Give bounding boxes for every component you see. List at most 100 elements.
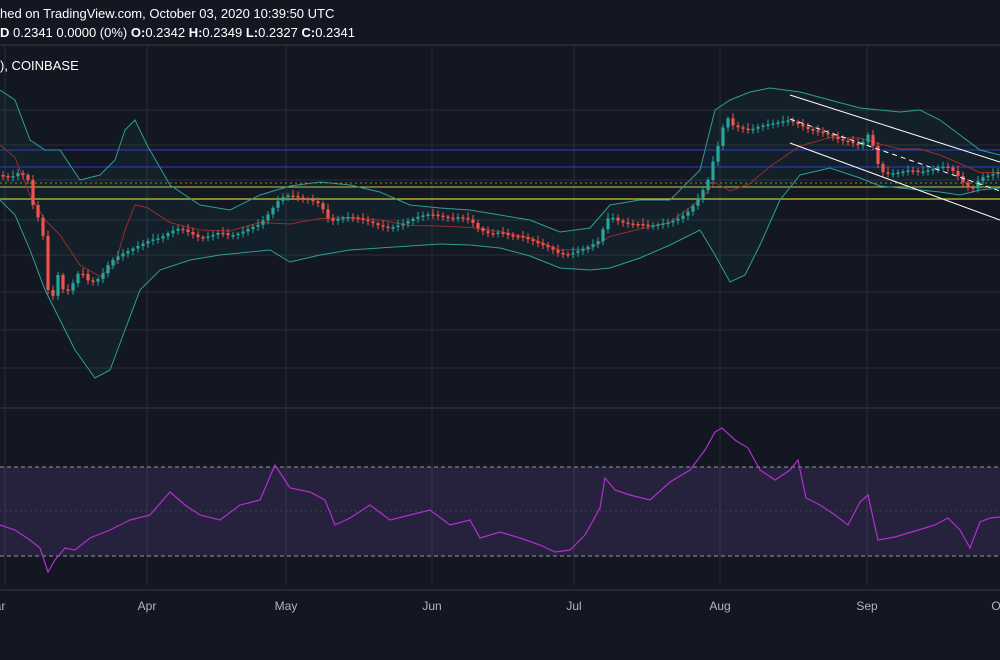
candle-body [416,216,420,219]
candle-body [241,231,245,234]
candle-body [456,217,460,219]
candle-body [626,222,630,225]
candle-body [411,218,415,221]
open-label: O: [130,25,146,40]
candle-body [546,245,550,248]
candle-body [236,233,240,236]
candle-body [706,180,710,190]
candle-body [16,173,20,177]
candle-body [466,217,470,220]
candle-body [446,216,450,219]
candle-body [771,123,775,125]
price-change: 0.0000 (0%) [56,25,128,40]
candle-body [231,235,235,237]
candle-body [356,217,360,220]
candle-body [956,171,960,176]
candle-body [566,254,570,256]
candle-body [811,129,815,131]
candle-body [101,273,105,279]
candle-body [281,197,285,201]
candle-body [161,236,165,239]
candle-body [191,232,195,235]
candle-body [386,226,390,229]
candle-body [931,168,935,171]
candle-body [521,236,525,238]
candle-body [886,172,890,174]
candle-body [631,223,635,226]
candle-body [126,251,130,254]
candle-body [776,122,780,124]
candle-body [66,289,70,291]
published-line: hed on TradingView.com, October 03, 2020… [0,6,335,21]
candle-body [621,220,625,223]
candle-body [696,198,700,206]
candle-body [116,256,120,260]
candle-body [611,217,615,220]
high-label: H: [188,25,203,40]
candle-body [991,174,995,176]
candle-body [371,221,375,224]
candle-body [286,195,290,198]
candle-body [846,140,850,143]
candle-body [736,125,740,128]
candle-body [656,224,660,226]
candle-body [756,126,760,129]
candle-body [221,232,225,235]
x-tick-label: Apr [138,599,157,613]
x-tick-label: Sep [856,599,878,613]
candle-body [196,234,200,237]
candle-body [746,128,750,131]
ohlc-line: D 0.2341 0.0000 (0%) O:0.2342 H:0.2349 L… [0,25,355,40]
candle-body [671,220,675,223]
candle-body [96,279,100,282]
candle-body [911,170,915,172]
descending-channel [789,94,1000,221]
candle-body [176,228,180,231]
candle-body [856,143,860,146]
candle-body [636,224,640,226]
candle-body [476,223,480,228]
candle-body [51,290,55,296]
candle-body [486,231,490,234]
candle-body [341,217,345,220]
bollinger-bands [0,87,1000,379]
candle-body [171,230,175,234]
candle-body [351,217,355,219]
candle-body [131,248,135,251]
candle-body [6,175,10,178]
candle-body [581,248,585,251]
candle-body [801,124,805,127]
candle-body [726,118,730,128]
candle-body [996,172,1000,175]
candle-body [871,134,875,146]
candle-body [91,280,95,282]
candle-body [551,247,555,250]
candle-body [36,205,40,218]
channel-upper [789,94,1000,163]
candle-body [661,223,665,225]
candle-body [431,214,435,216]
candle-body [606,218,610,230]
candle-body [591,244,595,247]
x-tick-label: May [275,599,298,613]
rsi-pane [0,427,1000,574]
candle-body [966,182,970,188]
symbol-label: ), COINBASE [0,58,79,73]
candle-body [71,283,75,291]
candle-body [831,134,835,137]
candle-body [271,207,275,215]
candle-body [511,235,515,237]
candle-body [681,215,685,219]
candle-body [111,259,115,266]
candle-body [666,222,670,224]
x-tick-label: ar [0,599,5,613]
candle-body [301,197,305,199]
candle-body [731,118,735,126]
candle-body [336,218,340,221]
candle-body [826,132,830,135]
candle-body [901,171,905,173]
candle-body [896,172,900,174]
candle-body [296,195,300,198]
candle-body [426,214,430,216]
